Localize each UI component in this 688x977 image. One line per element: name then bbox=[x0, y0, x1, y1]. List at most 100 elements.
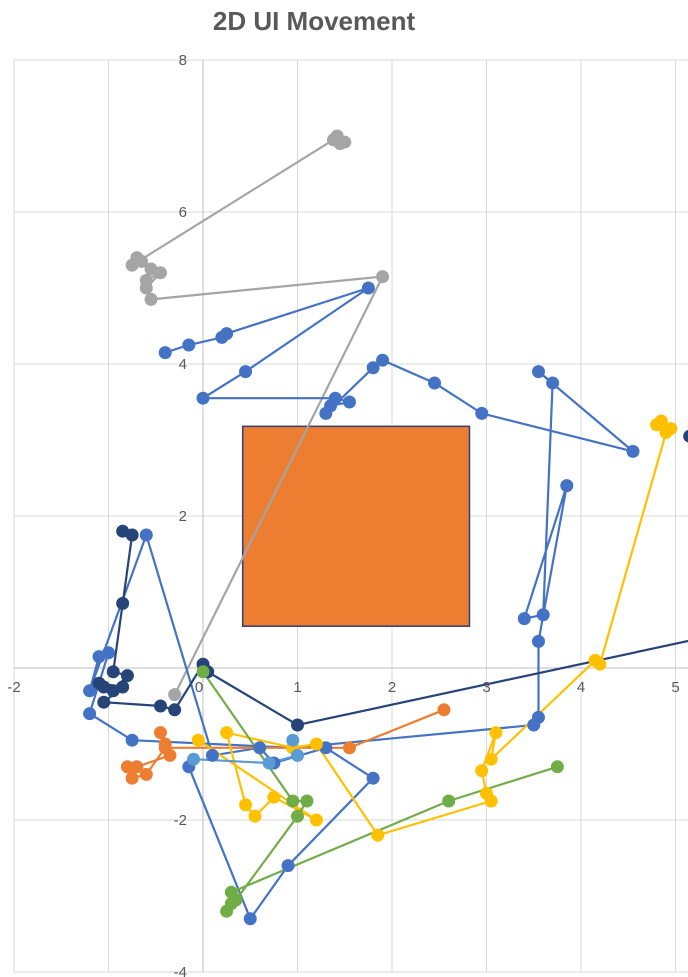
series-4-point bbox=[475, 764, 489, 778]
series-2-point bbox=[125, 528, 139, 542]
series-2-point bbox=[683, 429, 688, 443]
series-5-point bbox=[224, 885, 238, 899]
series-1-point bbox=[239, 365, 253, 379]
series-2-point bbox=[92, 676, 106, 690]
series-4-point bbox=[267, 790, 281, 804]
x-tick-label: 2 bbox=[388, 679, 396, 696]
series-0-point bbox=[376, 270, 390, 284]
series-2-point bbox=[120, 669, 134, 683]
series-0-point bbox=[326, 133, 340, 147]
y-tick-label: 2 bbox=[179, 508, 187, 525]
series-1-point bbox=[182, 338, 196, 352]
series-4-point bbox=[309, 813, 323, 827]
series-0-point bbox=[139, 281, 153, 295]
series-1-point bbox=[319, 406, 333, 420]
series-2-point bbox=[116, 680, 130, 694]
series-0-point bbox=[144, 292, 158, 306]
series-3-point bbox=[125, 771, 139, 785]
series-0-point bbox=[168, 688, 182, 702]
y-tick-label: 4 bbox=[179, 356, 187, 373]
series-1-point bbox=[546, 376, 560, 390]
series-6-point bbox=[262, 756, 276, 770]
series-4-point bbox=[588, 653, 602, 667]
series-6-point bbox=[187, 752, 201, 766]
x-tick-label: 3 bbox=[482, 679, 490, 696]
series-4-point bbox=[191, 733, 205, 747]
series-1-point bbox=[531, 634, 545, 648]
series-3-point bbox=[139, 767, 153, 781]
orange-rectangle bbox=[241, 425, 471, 627]
series-2-point bbox=[116, 596, 130, 610]
series-3-point bbox=[158, 741, 172, 755]
series-1-point bbox=[83, 684, 97, 698]
series-5-point bbox=[291, 809, 304, 823]
series-0-point bbox=[135, 254, 149, 268]
y-tick-label: -4 bbox=[174, 964, 187, 977]
series-3-point bbox=[153, 726, 167, 740]
series-6-point bbox=[291, 748, 304, 762]
series-3-point bbox=[120, 760, 134, 774]
series-6-point bbox=[286, 733, 300, 747]
series-1-point bbox=[527, 718, 541, 732]
series-5-point bbox=[442, 794, 456, 808]
series-1-point bbox=[366, 771, 380, 785]
series-1-point bbox=[531, 365, 545, 379]
series-1-point bbox=[366, 361, 380, 375]
series-1-point bbox=[139, 528, 153, 542]
series-2-point bbox=[168, 703, 182, 717]
x-tick-label: 4 bbox=[577, 679, 585, 696]
y-tick-label: 6 bbox=[179, 204, 187, 221]
series-5-point bbox=[550, 760, 564, 774]
series-1-point bbox=[243, 912, 257, 926]
series-1-point bbox=[205, 748, 219, 762]
y-tick-label: 8 bbox=[179, 52, 187, 69]
series-5-point bbox=[286, 794, 300, 808]
series-1-point bbox=[281, 859, 295, 873]
series-1-point bbox=[376, 353, 390, 367]
series-1-point bbox=[158, 346, 172, 360]
series-1-point bbox=[560, 479, 574, 493]
series-4-point bbox=[248, 809, 262, 823]
series-1-point bbox=[342, 395, 356, 409]
series-5-point bbox=[220, 904, 234, 918]
series-4-point bbox=[489, 726, 503, 740]
series-1-point bbox=[428, 376, 442, 390]
series-4-point bbox=[371, 828, 385, 842]
series-4-point bbox=[659, 425, 673, 439]
series-1-point bbox=[220, 327, 234, 341]
series-4-point bbox=[309, 737, 323, 751]
series-5-point bbox=[196, 665, 210, 679]
series-1-point bbox=[475, 406, 489, 420]
series-3-point bbox=[437, 703, 451, 717]
series-5-point bbox=[300, 794, 314, 808]
chart-title: 2D UI Movement bbox=[212, 6, 416, 36]
series-1-point bbox=[517, 612, 531, 626]
x-tick-label: 0 bbox=[195, 679, 203, 696]
series-1-point bbox=[253, 741, 267, 755]
series-1-point bbox=[361, 281, 375, 295]
series-3-point bbox=[342, 741, 356, 755]
series-1-point bbox=[536, 608, 550, 622]
x-tick-label: -2 bbox=[7, 679, 20, 696]
series-2-point bbox=[106, 665, 120, 679]
y-tick-label: -2 bbox=[174, 812, 187, 829]
series-line-3 bbox=[125, 708, 445, 780]
series-0-point bbox=[338, 135, 352, 149]
series-2-point bbox=[291, 718, 304, 732]
series-4-point bbox=[484, 752, 498, 766]
series-4-point bbox=[239, 798, 253, 812]
series-0-point bbox=[153, 266, 167, 280]
series-2-point bbox=[97, 695, 111, 709]
series-4-point bbox=[220, 726, 234, 740]
x-tick-label: 5 bbox=[671, 679, 679, 696]
x-tick-label: 1 bbox=[293, 679, 301, 696]
series-1-point bbox=[196, 391, 210, 405]
series-4-point bbox=[650, 418, 664, 432]
series-1-point bbox=[83, 707, 97, 721]
series-1-point bbox=[92, 650, 106, 664]
series-1-point bbox=[125, 733, 139, 747]
series-1-point bbox=[626, 444, 640, 458]
series-4-point bbox=[484, 794, 498, 808]
series-2-point bbox=[153, 699, 167, 713]
